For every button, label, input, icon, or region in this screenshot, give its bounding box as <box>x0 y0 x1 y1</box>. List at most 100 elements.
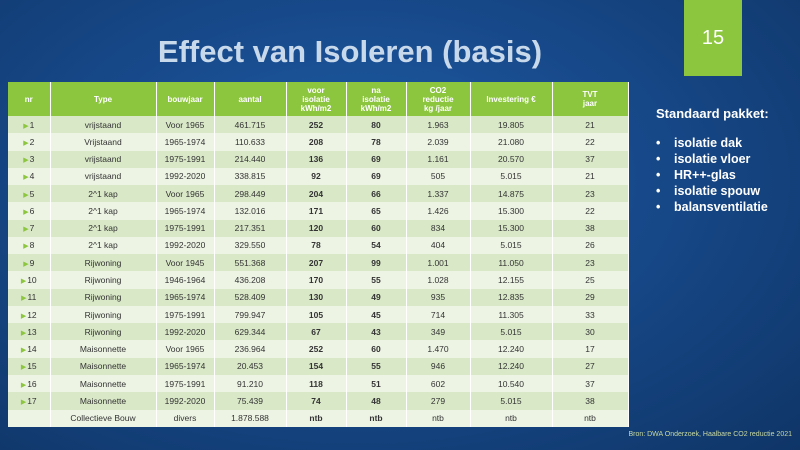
cell-na-isolatie: 80 <box>346 116 407 134</box>
co2-line1: CO2 <box>429 85 447 95</box>
row-number: 7 <box>29 223 35 234</box>
cell-na-isolatie: 60 <box>346 219 407 237</box>
package-item-label: isolatie dak <box>674 136 743 150</box>
row-number: 2 <box>29 136 35 147</box>
cell-voor-isolatie: 207 <box>286 254 347 272</box>
row-number: 5 <box>29 188 35 199</box>
row-number: 4 <box>29 171 35 182</box>
package-item: • balansventilatie <box>656 199 796 215</box>
na-line3: kWh/m2 <box>360 103 392 113</box>
col-header-nr: nr <box>8 82 51 116</box>
cell-type: Maisonnette <box>50 374 157 393</box>
cell-aantal: 551.368 <box>214 254 287 272</box>
cell-co2: 1.028 <box>406 271 471 289</box>
cell-type: vrijstaand <box>50 116 157 134</box>
cell-aantal: 75.439 <box>214 392 287 410</box>
cell-na-isolatie: 78 <box>346 133 407 151</box>
table-header-row: nr Type bouwjaar aantal voor isolatie kW… <box>8 82 629 116</box>
package-item-label: isolatie vloer <box>674 152 751 166</box>
cell-co2: 505 <box>406 167 471 186</box>
cell-bouwjaar: 1965-1974 <box>156 288 215 306</box>
cell-type: Rijwoning <box>50 288 157 306</box>
cell-voor-isolatie: 170 <box>286 271 347 289</box>
cell-type: Rijwoning <box>50 254 157 272</box>
cell-tvt: 26 <box>552 236 629 255</box>
cell-co2: 1.337 <box>406 185 471 203</box>
col-header-co2: CO2 reductie kg /jaar <box>406 82 471 116</box>
row-number: 14 <box>27 344 37 355</box>
cell-investering: 12.155 <box>470 271 553 289</box>
cell-voor-isolatie: 171 <box>286 202 347 220</box>
row-arrow-icon: ▶ <box>20 312 27 320</box>
table-row: ▶12 Rijwoning 1975-1991 799.947 105 45 714 11.3… <box>8 305 629 324</box>
cell-co2: 279 <box>406 392 471 410</box>
cell-nr: ▶9 <box>8 254 51 272</box>
col-header-investering: Investering € <box>470 82 553 116</box>
cell-type: 2^1 kap <box>50 202 157 220</box>
cell-bouwjaar: 1965-1974 <box>156 202 215 220</box>
row-arrow-icon: ▶ <box>20 364 27 372</box>
cell-type: Rijwoning <box>50 271 157 289</box>
cell-bouwjaar: 1975-1991 <box>156 219 215 237</box>
table-row: ▶2 Vrijstaand 1965-1974 110.633 208 78 2.039 21… <box>8 133 629 151</box>
tvt-line2: jaar <box>582 99 598 108</box>
table-row: ▶14 Maisonnette Voor 1965 236.964 252 60 1.470… <box>8 340 629 358</box>
table-row: ▶13 Rijwoning 1992-2020 629.344 67 43 349 5.015… <box>8 323 629 341</box>
package-item: • isolatie vloer <box>656 151 796 167</box>
na-line2: isolatie <box>362 94 390 104</box>
cell-aantal: 528.409 <box>214 288 287 306</box>
cell-na-isolatie: 99 <box>346 254 407 272</box>
cell-type: Rijwoning <box>50 305 157 324</box>
na-line1: na <box>371 85 381 95</box>
cell-tvt: 23 <box>552 254 629 272</box>
cell-tvt: 29 <box>552 288 629 306</box>
row-arrow-icon: ▶ <box>23 226 29 234</box>
package-item-label: isolatie spouw <box>674 184 761 198</box>
cell-bouwjaar: 1965-1974 <box>156 133 215 151</box>
cell-aantal: 338.815 <box>214 167 287 186</box>
row-arrow-icon: ▶ <box>23 157 29 165</box>
cell-na-isolatie: 69 <box>346 167 407 186</box>
cell-nr <box>8 409 51 427</box>
cell-na-isolatie: 45 <box>346 305 407 324</box>
cell-investering: 5.015 <box>470 323 553 341</box>
cell-type: 2^1 kap <box>50 219 157 237</box>
cell-aantal: 1.878.588 <box>214 409 287 427</box>
cell-bouwjaar: 1992-2020 <box>156 236 215 255</box>
cell-tvt: 25 <box>552 271 629 289</box>
table-row: ▶9 Rijwoning Voor 1945 551.368 207 99 1.001 11.… <box>8 254 629 272</box>
cell-tvt: 27 <box>552 357 629 375</box>
cell-investering: 14.875 <box>470 185 553 203</box>
cell-bouwjaar: Voor 1945 <box>156 254 215 272</box>
cell-investering: 15.300 <box>470 219 553 237</box>
cell-investering: 12.240 <box>470 340 553 358</box>
package-item: • isolatie dak <box>656 135 796 151</box>
voor-line3: kWh/m2 <box>300 103 332 113</box>
cell-co2: 404 <box>406 236 471 255</box>
cell-na-isolatie: 65 <box>346 202 407 220</box>
row-arrow-icon: ▶ <box>20 398 27 406</box>
row-arrow-icon: ▶ <box>21 295 27 303</box>
cell-type: Collectieve Bouw <box>50 409 157 427</box>
cell-co2: 1.161 <box>406 150 471 168</box>
cell-tvt: 23 <box>552 185 629 203</box>
cell-type: Maisonnette <box>50 357 157 375</box>
cell-aantal: 91.210 <box>214 374 287 393</box>
cell-co2: ntb <box>406 409 471 427</box>
cell-investering: 5.015 <box>470 236 553 255</box>
cell-type: Maisonnette <box>50 340 157 358</box>
cell-investering: 5.015 <box>470 392 553 410</box>
row-number: 8 <box>29 240 35 251</box>
package-list: • isolatie dak • isolatie vloer • HR++-glas… <box>656 135 796 215</box>
row-number: 10 <box>27 275 37 286</box>
col-header-voor-isolatie: voor isolatie kWh/m2 <box>286 82 347 116</box>
table-row: ▶8 2^1 kap 1992-2020 329.550 78 54 404 5.015 26 <box>8 236 629 255</box>
row-arrow-icon: ▶ <box>23 208 29 216</box>
cell-tvt: 37 <box>552 374 629 393</box>
table-row: ▶16 Maisonnette 1975-1991 91.210 118 51 602 10.… <box>8 374 629 393</box>
cell-tvt: 17 <box>552 340 629 358</box>
cell-voor-isolatie: 78 <box>286 236 347 255</box>
cell-investering: 11.305 <box>470 305 553 324</box>
cell-voor-isolatie: 208 <box>286 133 347 151</box>
cell-nr: ▶5 <box>8 185 51 203</box>
